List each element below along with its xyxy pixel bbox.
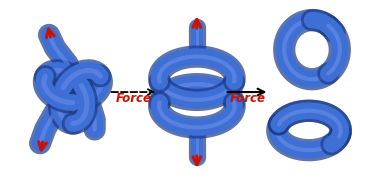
Text: Force: Force: [230, 92, 265, 105]
Text: Force: Force: [115, 92, 151, 105]
